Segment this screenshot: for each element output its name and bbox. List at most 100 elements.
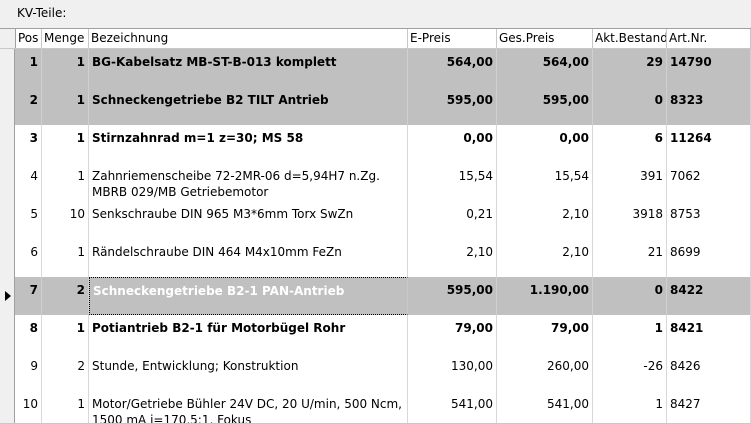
cell-menge[interactable]: 1 [42, 49, 89, 87]
cell-epreis[interactable]: 0,00 [408, 125, 497, 163]
cell-pos[interactable]: 6 [16, 239, 42, 277]
record-selector[interactable] [0, 87, 15, 125]
cell-pos[interactable]: 1 [16, 49, 42, 87]
cell-epreis[interactable]: 15,54 [408, 163, 497, 201]
record-selector[interactable] [0, 277, 15, 315]
cell-pos[interactable]: 7 [16, 277, 42, 315]
record-selector[interactable] [0, 201, 15, 239]
header-bestand[interactable]: Akt.Bestand [593, 29, 667, 48]
record-selector[interactable] [0, 239, 15, 277]
cell-epreis[interactable]: 0,21 [408, 201, 497, 239]
record-selector-arrow-icon [5, 291, 11, 301]
cell-epreis[interactable]: 564,00 [408, 49, 497, 87]
cell-gespreis[interactable]: 79,00 [497, 315, 593, 353]
header-bezeichnung[interactable]: Bezeichnung [89, 29, 408, 48]
cell-pos[interactable]: 2 [16, 87, 42, 125]
cell-bezeichnung[interactable]: Motor/Getriebe Bühler 24V DC, 20 U/min, … [89, 391, 408, 423]
table-row[interactable]: 2 1 Schneckengetriebe B2 TILT Antrieb 595,0… [0, 87, 751, 126]
header-artnr[interactable]: Art.Nr. [667, 29, 751, 48]
header-gespreis[interactable]: Ges.Preis [497, 29, 593, 48]
cell-bestand[interactable]: 0 [593, 87, 667, 125]
cell-menge[interactable]: 1 [42, 391, 89, 423]
cell-epreis[interactable]: 595,00 [408, 277, 497, 315]
table-row[interactable]: 9 2 Stunde, Entwicklung; Konstruktion 130,0… [0, 353, 751, 392]
cell-gespreis[interactable]: 1.190,00 [497, 277, 593, 315]
cell-bezeichnung[interactable]: Rändelschraube DIN 464 M4x10mm FeZn [89, 239, 408, 277]
record-selector[interactable] [0, 353, 15, 391]
cell-artnr[interactable]: 8427 [667, 391, 751, 423]
cell-pos[interactable]: 5 [16, 201, 42, 239]
cell-gespreis[interactable]: 541,00 [497, 391, 593, 423]
cell-bezeichnung[interactable]: BG-Kabelsatz MB-ST-B-013 komplett [89, 49, 408, 87]
table-row[interactable]: 5 10 Senkschraube DIN 965 M3*6mm Torx SwZn… [0, 201, 751, 240]
cell-bestand[interactable]: 21 [593, 239, 667, 277]
cell-gespreis[interactable]: 0,00 [497, 125, 593, 163]
cell-gespreis[interactable]: 260,00 [497, 353, 593, 391]
cell-bestand[interactable]: 29 [593, 49, 667, 87]
table-row[interactable]: 3 1 Stirnzahnrad m=1 z=30; MS 58 0,00 0,00 6 1… [0, 125, 751, 164]
table-row[interactable]: 10 1 Motor/Getriebe Bühler 24V DC, 20 U/mi… [0, 391, 751, 424]
header-menge[interactable]: Menge [42, 29, 89, 48]
cell-menge[interactable]: 1 [42, 125, 89, 163]
table-row[interactable]: 7 2 Schneckengetriebe B2-1 PAN-Antrieb 595,… [0, 277, 751, 316]
record-selector[interactable] [0, 391, 15, 423]
cell-bestand[interactable]: 1 [593, 391, 667, 423]
cell-pos[interactable]: 10 [16, 391, 42, 423]
cell-epreis[interactable]: 79,00 [408, 315, 497, 353]
record-selector[interactable] [0, 315, 15, 353]
cell-gespreis[interactable]: 15,54 [497, 163, 593, 201]
cell-bezeichnung[interactable]: Stunde, Entwicklung; Konstruktion [89, 353, 408, 391]
cell-menge[interactable]: 2 [42, 277, 89, 315]
table-row[interactable]: 8 1 Potiantrieb B2-1 für Motorbügel Rohr 79… [0, 315, 751, 354]
header-pos[interactable]: Pos [16, 29, 42, 48]
cell-bestand[interactable]: 3918 [593, 201, 667, 239]
cell-artnr[interactable]: 8699 [667, 239, 751, 277]
cell-menge[interactable]: 1 [42, 239, 89, 277]
header-epreis[interactable]: E-Preis [408, 29, 497, 48]
cell-menge[interactable]: 2 [42, 353, 89, 391]
cell-bestand[interactable]: -26 [593, 353, 667, 391]
cell-pos[interactable]: 3 [16, 125, 42, 163]
cell-bestand[interactable]: 1 [593, 315, 667, 353]
cell-bestand[interactable]: 391 [593, 163, 667, 201]
cell-gespreis[interactable]: 2,10 [497, 239, 593, 277]
cell-bestand[interactable]: 6 [593, 125, 667, 163]
cell-artnr[interactable]: 11264 [667, 125, 751, 163]
record-selector[interactable] [0, 49, 15, 87]
cell-gespreis[interactable]: 595,00 [497, 87, 593, 125]
cell-bezeichnung[interactable]: Schneckengetriebe B2-1 PAN-Antrieb [89, 277, 408, 315]
cell-artnr[interactable]: 8426 [667, 353, 751, 391]
cell-bezeichnung[interactable]: Senkschraube DIN 965 M3*6mm Torx SwZn [89, 201, 408, 239]
cell-bezeichnung[interactable]: Potiantrieb B2-1 für Motorbügel Rohr [89, 315, 408, 353]
cell-epreis[interactable]: 541,00 [408, 391, 497, 423]
cell-menge[interactable]: 1 [42, 315, 89, 353]
cell-gespreis[interactable]: 2,10 [497, 201, 593, 239]
cell-menge[interactable]: 1 [42, 163, 89, 201]
record-selector[interactable] [0, 163, 15, 201]
cell-menge[interactable]: 1 [42, 87, 89, 125]
cell-menge[interactable]: 10 [42, 201, 89, 239]
cell-artnr[interactable]: 8323 [667, 87, 751, 125]
table-row[interactable]: 1 1 BG-Kabelsatz MB-ST-B-013 komplett 564,0… [0, 49, 751, 88]
grid-header: Pos Menge Bezeichnung E-Preis Ges.Preis … [0, 29, 751, 49]
cell-bezeichnung[interactable]: Schneckengetriebe B2 TILT Antrieb [89, 87, 408, 125]
cell-bestand[interactable]: 0 [593, 277, 667, 315]
cell-epreis[interactable]: 130,00 [408, 353, 497, 391]
cell-artnr[interactable]: 8753 [667, 201, 751, 239]
kv-teile-grid[interactable]: Pos Menge Bezeichnung E-Preis Ges.Preis … [0, 28, 751, 424]
cell-gespreis[interactable]: 564,00 [497, 49, 593, 87]
cell-artnr[interactable]: 8421 [667, 315, 751, 353]
table-row[interactable]: 6 1 Rändelschraube DIN 464 M4x10mm FeZn 2,1… [0, 239, 751, 278]
cell-epreis[interactable]: 2,10 [408, 239, 497, 277]
table-row[interactable]: 4 1 Zahnriemenscheibe 72-2MR-06 d=5,94H7 n… [0, 163, 751, 202]
cell-bezeichnung[interactable]: Zahnriemenscheibe 72-2MR-06 d=5,94H7 n.Z… [89, 163, 408, 201]
cell-artnr[interactable]: 7062 [667, 163, 751, 201]
cell-pos[interactable]: 8 [16, 315, 42, 353]
record-selector[interactable] [0, 125, 15, 163]
cell-pos[interactable]: 9 [16, 353, 42, 391]
cell-epreis[interactable]: 595,00 [408, 87, 497, 125]
cell-pos[interactable]: 4 [16, 163, 42, 201]
cell-bezeichnung[interactable]: Stirnzahnrad m=1 z=30; MS 58 [89, 125, 408, 163]
cell-artnr[interactable]: 14790 [667, 49, 751, 87]
cell-artnr[interactable]: 8422 [667, 277, 751, 315]
